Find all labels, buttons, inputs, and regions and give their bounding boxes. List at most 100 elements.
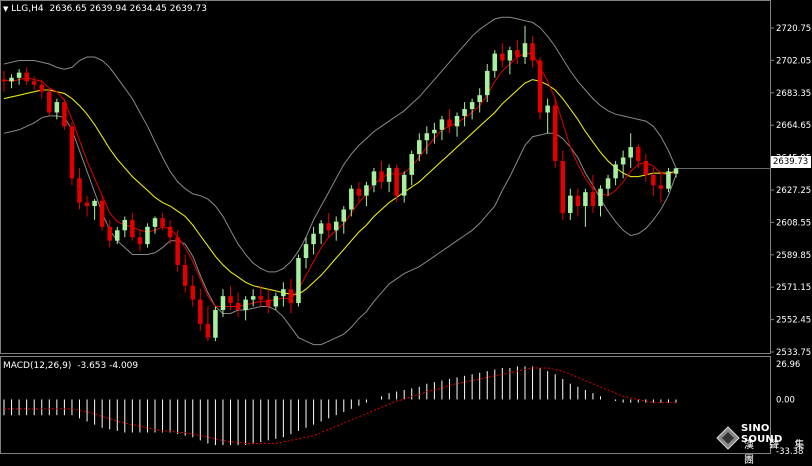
price-axis-label: 2608.55 [776,218,811,228]
candle-body [401,174,407,196]
candle-body [349,188,354,210]
candle-body [500,53,505,61]
candle-body [39,84,45,92]
candle-body [258,296,263,300]
macd-axis-label: -33.38 [776,447,803,455]
candle-body [122,219,128,231]
candle-body [484,70,490,96]
price-axis-label: 2720.75 [776,24,811,34]
candle-body [266,299,271,307]
candle-body [651,174,656,186]
logo-emblem-icon [716,426,740,450]
candle-body [318,223,324,234]
candle-body [77,178,82,203]
candle-body [658,185,664,189]
candle-body [552,105,558,161]
candle-body [643,160,649,175]
candle-body [620,157,626,165]
candle-body [296,258,301,304]
candle-body [235,303,241,310]
candle-body [545,105,550,113]
candle-body [273,296,279,307]
candle-body [311,233,316,245]
macd-signal-line [4,367,676,444]
candle-body [598,188,603,207]
candle-body [462,109,467,116]
macd-pane-frame [0,356,771,454]
candle-body [364,185,369,196]
candle-body [417,140,422,155]
candle-body [522,43,528,58]
candle-body [213,309,218,338]
candle-body [386,167,392,182]
candle-body [583,192,588,207]
moving-average-slow-line [3,79,677,295]
price-axis-label: 2533.75 [776,348,811,358]
candle-body [507,50,513,61]
current-price-tag: 2639.73 [771,156,811,168]
sino-sound-logo: SINO SOUND 漢 聲 集 團 [714,422,812,466]
symbol-label: LLG,H4 [11,4,44,14]
main-pane-frame [0,0,771,354]
candle-body [515,50,520,58]
candle-body [492,53,498,71]
candle-body [114,230,120,241]
candle-body [560,160,566,213]
chart-header: ▼ LLG,H4 2636.65 2639.94 2634.45 2639.73 [3,4,207,14]
candle-body [303,244,309,259]
candle-body [454,115,460,127]
candle-body [537,60,543,113]
candle-body [605,178,611,189]
candle-body [99,200,105,227]
candle-body [409,154,414,175]
candle-body [152,218,158,227]
candle-body [469,102,475,110]
candle-body [1,79,7,82]
chart-canvas[interactable]: 2720.752702.052683.352664.652645.952627.… [0,0,812,455]
candle-body [160,218,165,227]
candle-body [673,168,679,174]
price-axis-label: 2627.25 [776,186,811,196]
candle-body [341,209,347,222]
candle-body [175,237,180,265]
macd-values: -3.653 -4.009 [77,361,139,371]
candle-body [432,129,437,134]
candle-body [137,237,143,245]
macd-axis-label: 0.00 [776,395,795,405]
price-axis-label: 2571.15 [776,283,811,293]
bollinger-lower-line [3,115,677,346]
candle-body [326,223,331,231]
candle-body [394,167,399,196]
candle-body [145,226,150,245]
candle-body [575,195,581,207]
candle-body [182,264,188,286]
candle-body [190,285,196,300]
candle-body [92,200,97,207]
candle-body [628,147,633,158]
candle-body [281,289,286,297]
candle-body [130,219,135,238]
dropdown-arrow-icon[interactable]: ▼ [3,5,9,13]
candle-body [198,299,203,324]
price-axis-label: 2552.45 [776,316,811,326]
macd-axis-label: 26.96 [776,360,800,370]
candle-body [47,91,52,113]
bollinger-middle-line [3,79,677,295]
macd-header: MACD(12,26,9) -3.653 -4.009 [3,361,138,371]
candle-body [447,119,452,127]
candle-body [228,296,233,304]
candle-body [477,95,482,103]
candle-body [243,299,248,310]
candle-body [107,226,112,241]
candle-body [371,171,377,186]
candle-body [635,147,641,161]
price-axis-label: 2683.35 [776,89,811,99]
candle-body [379,171,384,182]
candle-body [530,43,535,61]
candle-body [424,133,430,141]
candle-body [54,102,60,113]
price-axis-label: 2702.05 [776,56,811,66]
candle-body [666,171,671,189]
candle-body [167,226,173,238]
candle-body [220,296,226,310]
